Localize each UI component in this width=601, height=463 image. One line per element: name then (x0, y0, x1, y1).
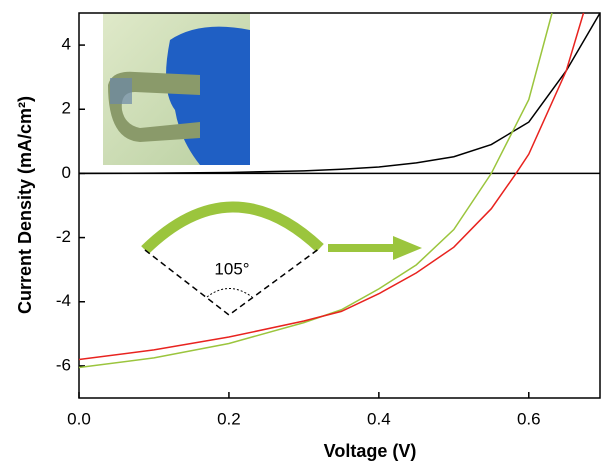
series-line (78, 12, 553, 369)
x-axis-title: Voltage (V) (324, 441, 417, 461)
x-tick-label: 0.4 (367, 409, 391, 428)
y-axis-title: Current Density (mA/cm²) (15, 96, 35, 314)
series-line (78, 12, 585, 361)
series-line (78, 12, 601, 175)
y-tick-label: 0 (62, 163, 71, 182)
x-tick-label: 0.0 (67, 409, 91, 428)
y-tick-label: 4 (62, 35, 71, 54)
y-tick-label: -2 (56, 227, 71, 246)
plot-frame (78, 12, 601, 399)
y-tick-label: 2 (62, 99, 71, 118)
x-tick-label: 0.2 (217, 409, 241, 428)
x-tick-label: 0.6 (517, 409, 541, 428)
bend-diagram (141, 201, 422, 316)
y-tick-label: -6 (56, 355, 71, 374)
angle-label: 105° (214, 259, 249, 278)
inset-photo (103, 13, 250, 165)
y-tick-label: -4 (56, 291, 71, 310)
